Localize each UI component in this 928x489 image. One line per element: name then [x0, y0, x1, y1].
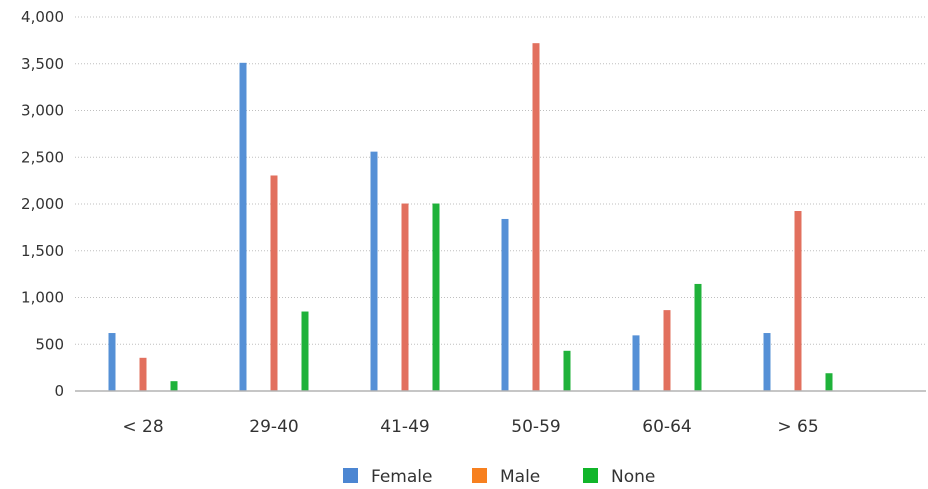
- y-tick-label: 2,500: [21, 148, 64, 166]
- legend-label-none: None: [611, 467, 655, 487]
- bar-female-3: [501, 218, 509, 391]
- bar-female-1: [239, 62, 247, 391]
- bar-none-4: [694, 283, 702, 391]
- y-tick-label: 3,000: [21, 102, 64, 120]
- x-tick-label: < 28: [122, 417, 163, 437]
- x-axis: < 28 29-40 41-49 50-59 60-64 > 65: [122, 417, 818, 437]
- bar-male-4: [663, 310, 671, 391]
- y-tick-label: 0: [54, 382, 64, 400]
- y-tick-label: 1,500: [21, 242, 64, 260]
- bar-none-1: [301, 311, 309, 391]
- bar-none-2: [432, 203, 440, 391]
- bars: [108, 43, 833, 392]
- y-axis: 0 500 1,000 1,500 2,000 2,500 3,000 3,500 4,000: [21, 8, 64, 400]
- legend-label-female: Female: [371, 467, 432, 487]
- y-tick-label: 2,000: [21, 195, 64, 213]
- x-tick-label: 41-49: [380, 417, 429, 437]
- bar-female-4: [632, 335, 640, 391]
- y-tick-label: 3,500: [21, 55, 64, 73]
- bar-none-5: [825, 373, 833, 391]
- bar-male-1: [270, 175, 278, 391]
- bar-female-2: [370, 151, 378, 391]
- legend-swatch-female: [343, 468, 358, 483]
- legend-label-male: Male: [500, 467, 540, 487]
- y-tick-label: 500: [35, 335, 64, 353]
- bar-male-3: [532, 43, 540, 392]
- bar-none-0: [170, 381, 178, 391]
- legend-swatch-male: [472, 468, 487, 483]
- y-tick-label: 1,000: [21, 289, 64, 307]
- x-tick-label: 60-64: [642, 417, 691, 437]
- bar-none-3: [563, 350, 571, 391]
- bar-female-0: [108, 333, 116, 391]
- bar-male-2: [401, 203, 409, 391]
- bar-male-0: [139, 357, 147, 391]
- bar-female-5: [763, 333, 771, 391]
- gridlines: [75, 16, 926, 345]
- y-tick-label: 4,000: [21, 8, 64, 26]
- x-tick-label: 29-40: [249, 417, 298, 437]
- bar-male-5: [794, 211, 802, 391]
- legend-swatch-none: [583, 468, 598, 483]
- x-tick-label: 50-59: [511, 417, 560, 437]
- x-tick-label: > 65: [777, 417, 818, 437]
- legend: Female Male None: [343, 467, 655, 487]
